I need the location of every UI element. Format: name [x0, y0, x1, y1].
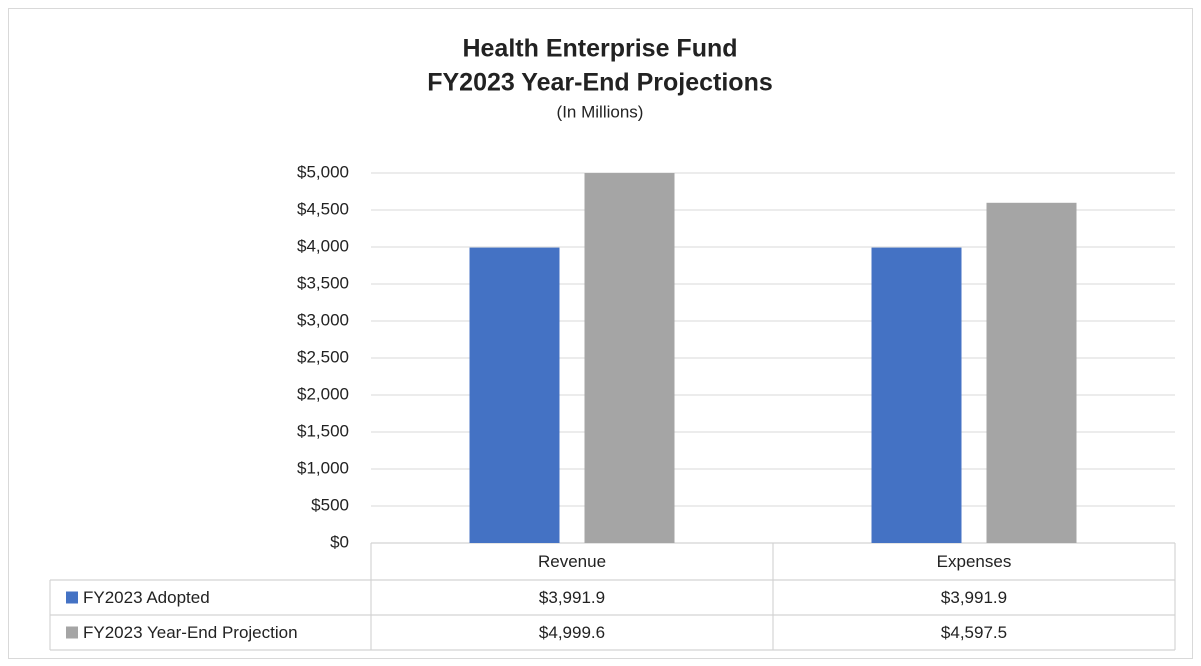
y-tick-label: $3,000: [297, 310, 349, 329]
y-tick-label: $4,500: [297, 199, 349, 218]
y-tick-label: $4,000: [297, 236, 349, 255]
y-tick-label: $3,500: [297, 273, 349, 292]
chart-title: FY2023 Year-End Projections: [427, 69, 773, 97]
y-tick-label: $1,000: [297, 458, 349, 477]
legend-key: [66, 591, 78, 604]
y-tick-label: $1,500: [297, 421, 349, 440]
bar: [986, 202, 1077, 543]
y-tick-label: $2,000: [297, 384, 349, 403]
legend-key: [66, 626, 78, 639]
x-tick-label: Expenses: [937, 552, 1012, 571]
table-value: $3,991.9: [941, 588, 1007, 607]
bar: [469, 247, 560, 543]
y-tick-label: $2,500: [297, 347, 349, 366]
chart-title: Health Enterprise Fund: [462, 35, 737, 63]
y-tick-label: $0: [330, 532, 349, 551]
chart-subtitle: (In Millions): [557, 102, 644, 121]
legend-label: FY2023 Year-End Projection: [83, 623, 298, 642]
y-tick-label: $5,000: [297, 162, 349, 181]
bar: [584, 173, 675, 543]
bar: [871, 247, 962, 543]
y-tick-label: $500: [311, 495, 349, 514]
legend-label: FY2023 Adopted: [83, 588, 210, 607]
table-value: $3,991.9: [539, 588, 605, 607]
table-value: $4,597.5: [941, 623, 1007, 642]
table-value: $4,999.6: [539, 623, 605, 642]
x-tick-label: Revenue: [538, 552, 606, 571]
